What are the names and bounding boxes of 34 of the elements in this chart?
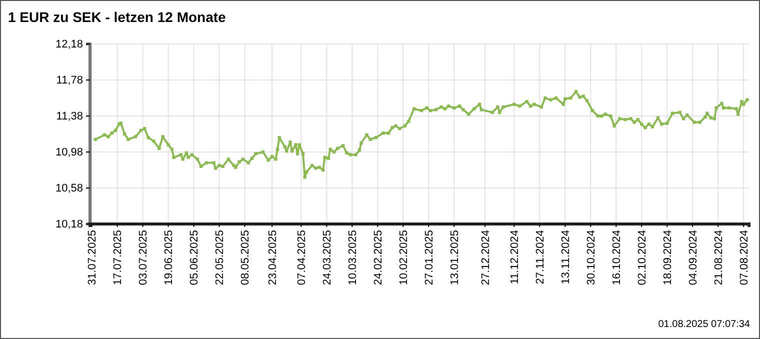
y-tick-label: 12,18 xyxy=(55,38,83,51)
x-tick-label: 24.02.2025 xyxy=(372,230,384,286)
text: 01.08.2025 07:07:34 xyxy=(658,319,750,330)
x-tick-label: 04.09.2024 xyxy=(687,230,700,286)
x-tick-label: 18.09.2024 xyxy=(662,230,674,286)
x-tick-label: 27.11.2024 xyxy=(534,230,546,284)
x-tick-label: 24.03.2025 xyxy=(322,230,334,286)
y-tick-label: 11,38 xyxy=(56,110,83,123)
x-tick-label: 10.02.2025 xyxy=(398,230,410,286)
y-tick-label: 10,58 xyxy=(55,182,83,195)
x-tick-label: 13.01.2025 xyxy=(448,230,461,286)
x-tick-label: 30.10.2024 xyxy=(585,230,598,286)
y-tick-label: 11,78 xyxy=(56,74,83,87)
x-tick-label: 11.12.2024 xyxy=(509,230,522,284)
x-tick-label: 03.07.2025 xyxy=(138,230,150,286)
x-tick-label: 19.06.2025 xyxy=(163,230,176,286)
x-tick-label: 05.06.2025 xyxy=(188,230,201,286)
x-tick-label: 27.12.2024 xyxy=(480,230,492,286)
chart-title: 1 EUR zu SEK - letzen 12 Monate xyxy=(8,9,226,25)
x-tick-label: 07.04.2025 xyxy=(296,230,308,286)
x-tick-label: 17.07.2025 xyxy=(112,230,124,286)
x-tick-label: 10.03.2025 xyxy=(346,230,359,286)
x-tick-label: 22.05.2025 xyxy=(214,230,226,286)
x-tick-label: 08.05.2025 xyxy=(240,230,252,286)
x-tick-label: 21.08.2024 xyxy=(712,230,725,286)
y-tick-label: 10,18 xyxy=(55,218,83,231)
x-tick-label: 07.08.2024 xyxy=(738,230,750,286)
x-tick-label: 02.10.2024 xyxy=(636,230,648,286)
x-tick-label: 16.10.2024 xyxy=(610,230,623,286)
y-tick-label: 10,98 xyxy=(55,146,83,159)
x-tick-label: 31.07.2025 xyxy=(86,230,99,286)
x-tick-label: 13.11.2024 xyxy=(560,230,572,284)
x-tick-label: 27.01.2025 xyxy=(423,230,436,286)
x-tick-label: 23.04.2025 xyxy=(266,230,279,286)
